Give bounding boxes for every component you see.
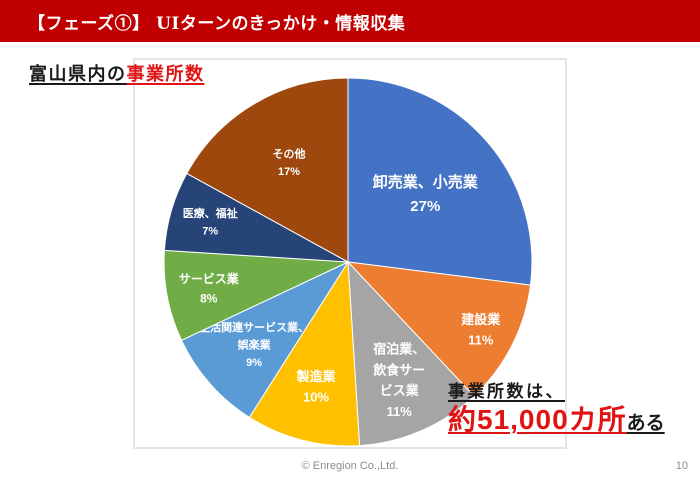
pie-slice-1: 建設業 11% — [347, 261, 531, 397]
callout: 事業所数は、 約51,000カ所ある — [448, 383, 665, 434]
pie-slice-label: サービス業 8% — [179, 271, 240, 305]
callout-suffix: ある — [626, 412, 665, 434]
pie-slice-label: 製造業 10% — [295, 369, 336, 405]
footer-page-number: 10 — [675, 460, 688, 472]
pie-slice-6: 医療、福祉 7% — [163, 172, 349, 263]
callout-line2: 約51,000カ所ある — [448, 405, 665, 434]
page-title-prefix: 富山県内の — [29, 64, 127, 84]
pie-slice-label: その他 17% — [273, 146, 306, 178]
pie-slice-label: 建設業 11% — [461, 312, 501, 348]
footer-copyright: © Enregion Co.,Ltd. — [301, 460, 399, 472]
pie-slice-0: 卸売業、小売業 27% — [347, 77, 533, 286]
pie-slice-label: 宿泊業、飲食サービス業 11% — [372, 342, 425, 419]
pie-slice-label: 医療、福祉 7% — [183, 206, 238, 238]
pie-slice-4: 生活関連サービス業、娯楽業 9% — [181, 261, 349, 418]
callout-highlight: 約51,000カ所 — [448, 403, 627, 435]
page-title-highlight: 事業所数 — [126, 64, 205, 84]
pie-slice-2: 宿泊業、飲食サービス業 11% — [347, 261, 475, 447]
callout-line1: 事業所数は、 — [448, 382, 565, 401]
pie-slice-7: その他 17% — [186, 77, 349, 263]
pie-slice-3: 製造業 10% — [248, 261, 361, 447]
pie-slice-label: 卸売業、小売業 27% — [373, 173, 479, 215]
page-title: 富山県内の事業所数 — [29, 60, 205, 86]
pie-slice-label: 生活関連サービス業、娯楽業 9% — [199, 320, 309, 369]
pie-slice-5: サービス業 8% — [163, 249, 349, 341]
slide-header: 【フェーズ①】 UIターンのきっかけ・情報収集 — [0, 0, 700, 42]
header-title: 【フェーズ①】 UIターンのきっかけ・情報収集 — [28, 13, 406, 34]
